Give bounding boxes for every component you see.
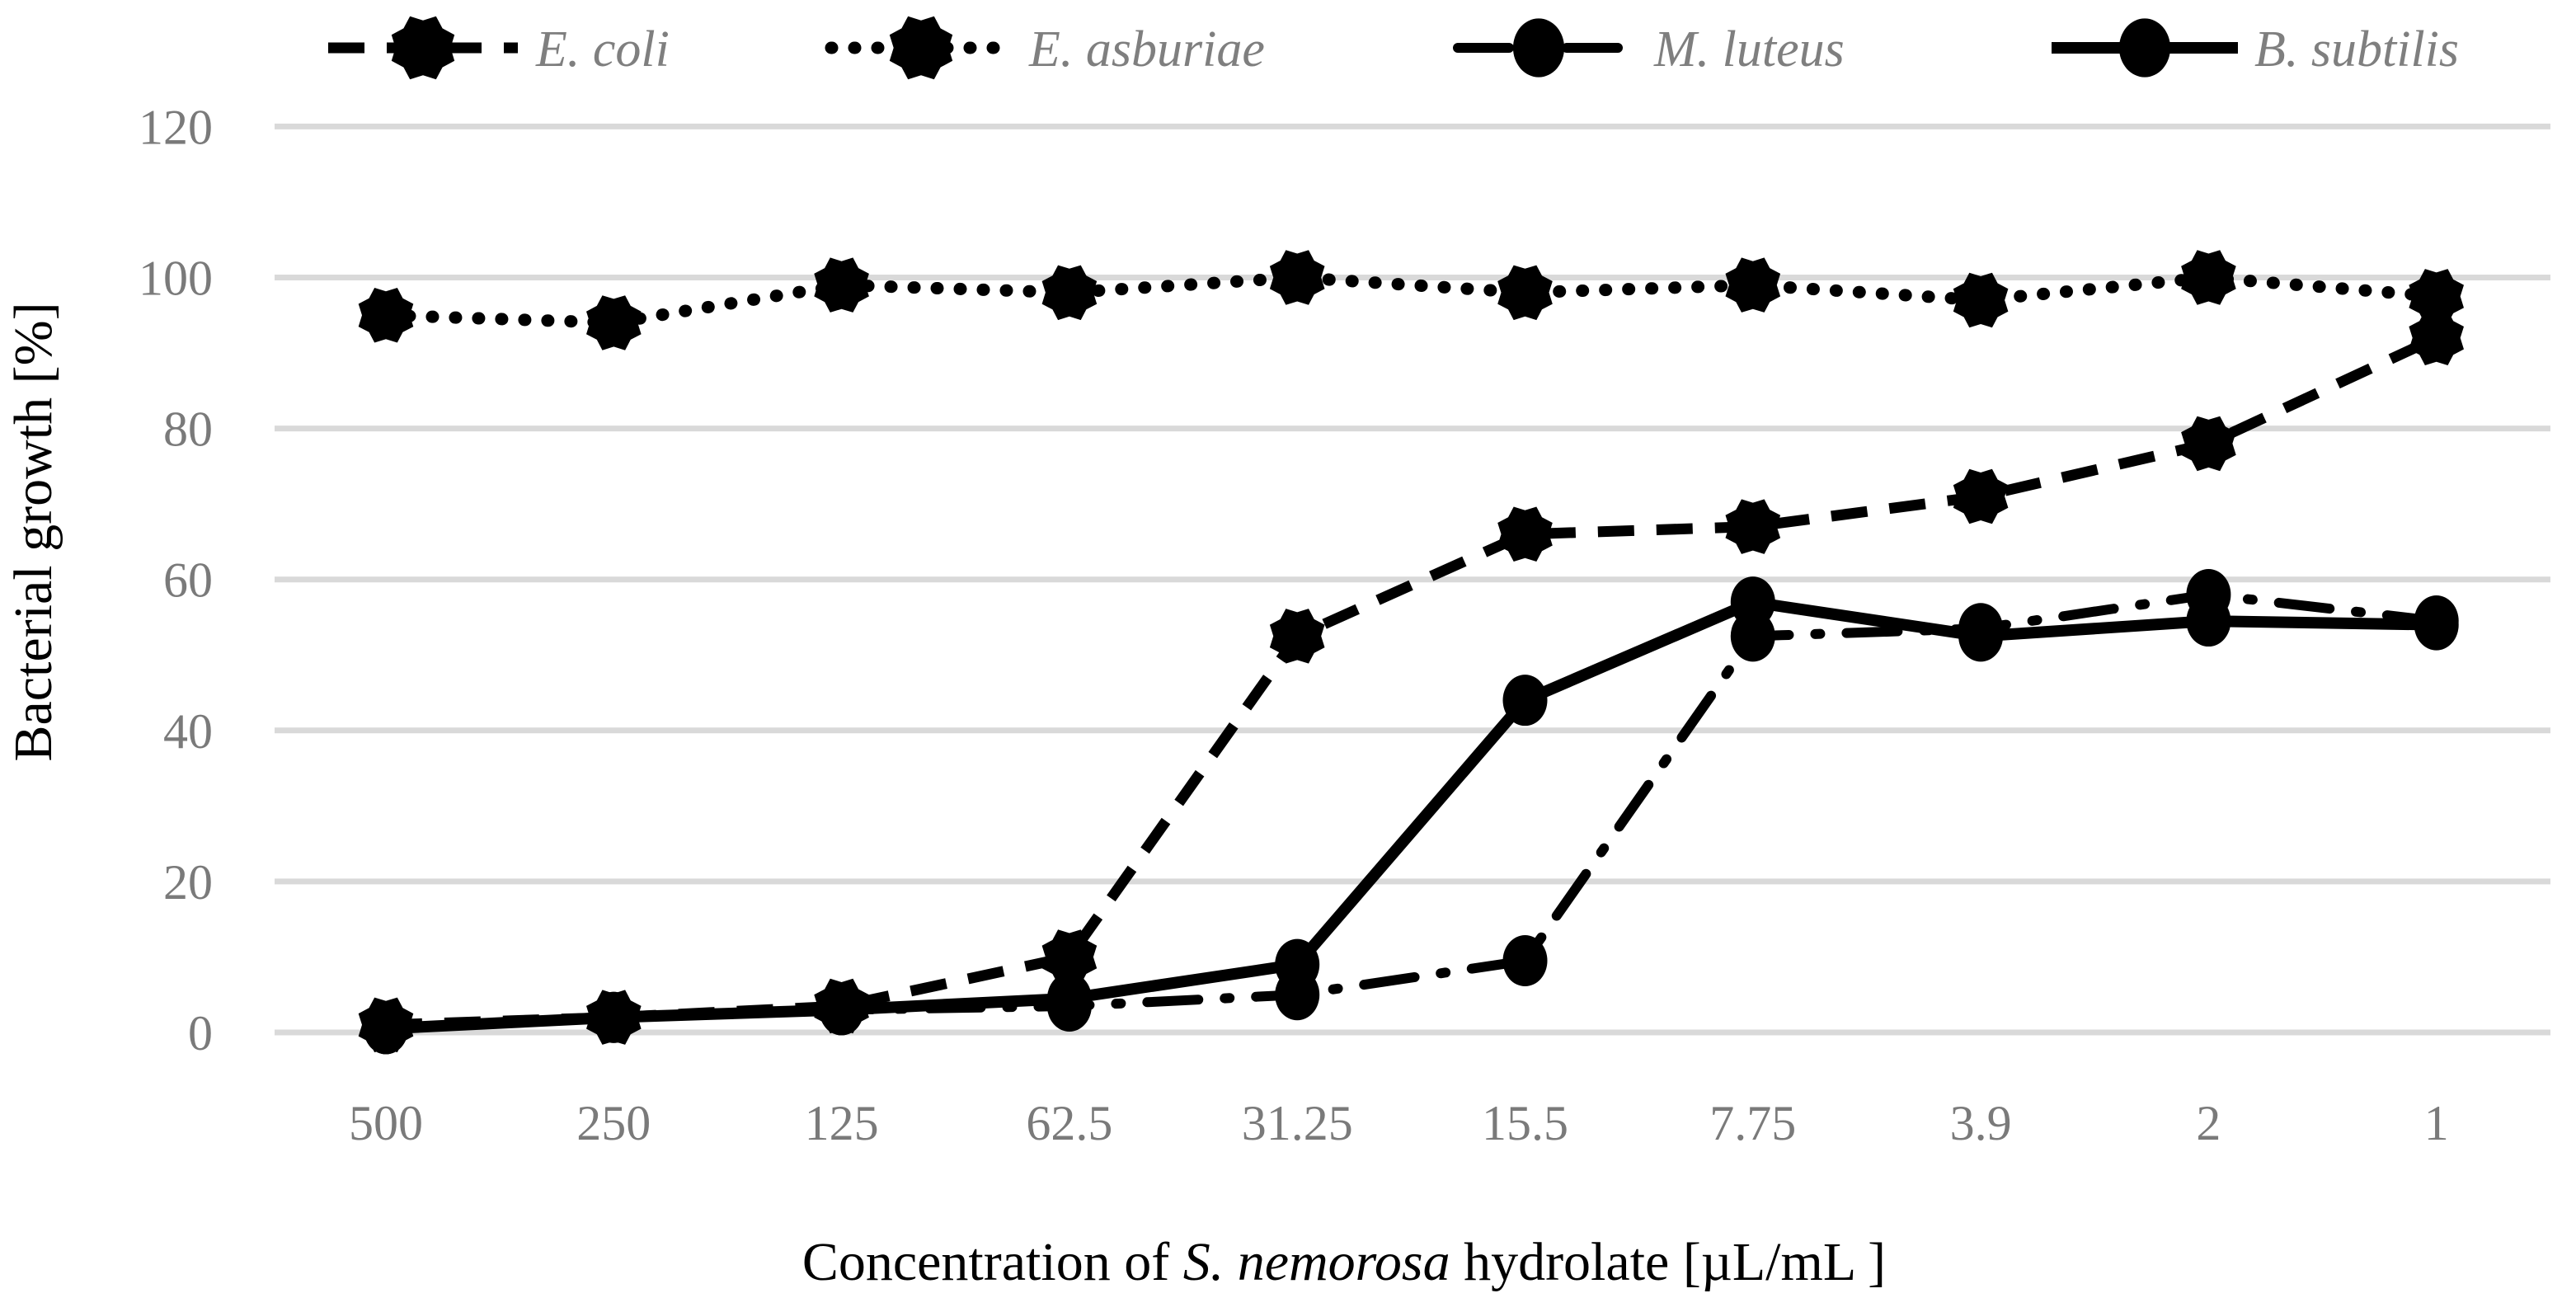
x-axis-title-suffix: hydrolate [µL/mL ] — [1450, 1232, 1887, 1292]
x-tick-label: 7.75 — [1709, 1096, 1796, 1150]
legend-marker — [1512, 18, 1565, 78]
series-m-luteus — [364, 569, 2459, 1055]
gridlines — [275, 123, 2550, 1036]
data-point-marker — [1502, 675, 1548, 727]
x-axis-title: Concentration of S. nemorosa hydrolate [… — [802, 1232, 1886, 1292]
y-tick-label: 40 — [163, 704, 213, 759]
x-tick-label: 125 — [805, 1096, 879, 1150]
x-tick-label: 62.5 — [1026, 1096, 1112, 1150]
x-tick-label: 250 — [576, 1096, 651, 1150]
data-point-marker — [1046, 972, 1092, 1024]
data-point-marker — [1502, 935, 1548, 987]
x-tick-label: 31.25 — [1242, 1096, 1353, 1150]
data-point-marker — [1730, 576, 1775, 628]
legend-label: M. luteus — [1653, 21, 1845, 78]
series-line — [379, 271, 2443, 329]
legend-item-b-subtilis: B. subtilis — [2052, 18, 2459, 78]
y-axis-title: Bacterial growth [%] — [3, 302, 63, 761]
legend-marker — [2118, 18, 2171, 78]
data-point-marker — [364, 1003, 408, 1055]
series-line — [381, 590, 2442, 1034]
series-line — [385, 332, 2439, 1031]
data-point-marker — [2181, 250, 2236, 305]
data-point-marker — [2414, 599, 2459, 651]
legend-item-e-coli: E. coli — [328, 16, 670, 80]
data-series — [358, 250, 2464, 1055]
data-point-marker — [2409, 269, 2464, 324]
series-b-subtilis — [364, 576, 2459, 1055]
data-point-marker — [1953, 272, 2009, 328]
data-point-marker — [1275, 938, 1320, 990]
legend-marker — [391, 16, 455, 80]
legend-label: B. subtilis — [2254, 21, 2459, 78]
data-point-marker — [2181, 416, 2236, 472]
data-point-marker — [819, 984, 864, 1036]
y-tick-label: 60 — [163, 553, 213, 608]
y-tick-label: 0 — [188, 1006, 213, 1060]
series-e-asburiae — [358, 250, 2464, 350]
data-point-marker — [591, 991, 637, 1043]
data-point-marker — [1269, 250, 1325, 305]
data-point-marker — [1725, 257, 1781, 313]
y-axis-tick-labels: 0 20 40 60 80 100 120 — [139, 100, 213, 1060]
series-e-coli — [358, 310, 2464, 1053]
data-point-marker — [2186, 595, 2231, 647]
data-point-marker — [1725, 499, 1781, 554]
chart-legend: E. coli E. asburiae M. luteus B. subtilis — [328, 16, 2459, 80]
data-point-marker — [1269, 609, 1325, 664]
x-axis-title-prefix: Concentration of — [802, 1232, 1183, 1292]
data-point-marker — [1497, 506, 1553, 562]
data-point-marker — [814, 257, 869, 313]
data-point-marker — [2409, 310, 2464, 365]
legend-item-e-asburiae: E. asburiae — [825, 16, 1265, 80]
series-line — [385, 596, 2437, 1035]
y-tick-label: 120 — [139, 100, 213, 154]
data-point-marker — [1041, 265, 1098, 321]
data-point-marker — [1497, 265, 1553, 321]
data-point-marker — [1953, 468, 2009, 524]
y-tick-label: 20 — [163, 855, 213, 910]
y-tick-label: 80 — [163, 402, 213, 457]
x-tick-label: 3.9 — [1950, 1096, 2012, 1150]
x-tick-label: 500 — [349, 1096, 423, 1150]
legend-marker — [889, 16, 953, 80]
y-tick-label: 100 — [139, 252, 213, 306]
data-point-marker — [1958, 610, 2004, 662]
x-tick-label: 1 — [2424, 1096, 2449, 1150]
data-point-marker — [358, 288, 414, 343]
x-tick-label: 2 — [2196, 1096, 2221, 1150]
legend-label: E. asburiae — [1028, 21, 1265, 78]
legend-label: E. coli — [535, 21, 670, 78]
x-axis-title-species: S. nemorosa — [1183, 1232, 1450, 1292]
x-tick-label: 15.5 — [1482, 1096, 1568, 1150]
data-point-marker — [586, 295, 642, 350]
x-axis-tick-labels: 500 250 125 62.5 31.25 15.5 7.75 3.9 2 1 — [349, 1096, 2449, 1150]
data-point-marker — [1041, 929, 1098, 985]
legend-item-m-luteus: M. luteus — [1453, 18, 1845, 78]
